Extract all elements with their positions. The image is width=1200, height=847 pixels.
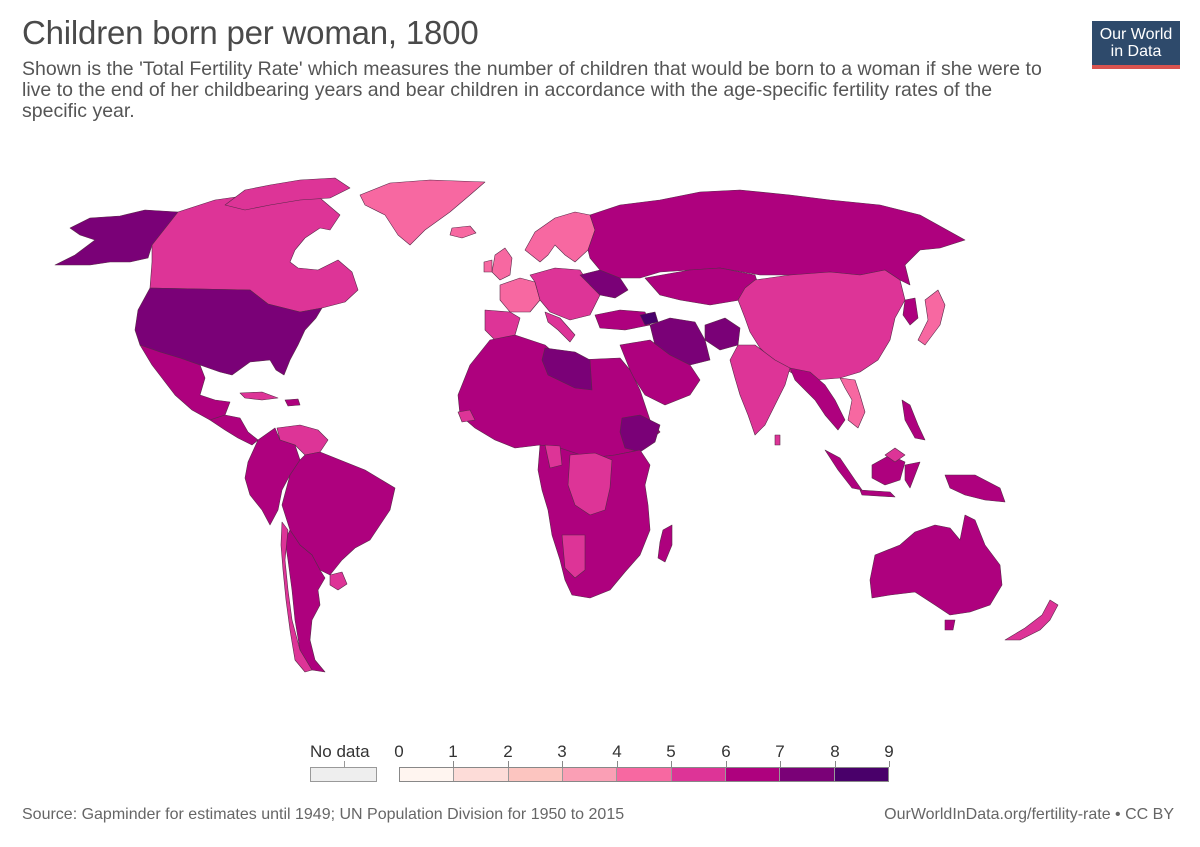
region-iceland[interactable] [449, 225, 477, 239]
owid-logo[interactable]: Our World in Data [1092, 21, 1180, 69]
legend-bin-8-9[interactable] [834, 768, 888, 781]
region-scandinavia[interactable] [524, 211, 596, 263]
region-sulawesi[interactable] [904, 461, 921, 489]
region-dr-congo[interactable] [567, 452, 613, 516]
tick-label-2: 2 [503, 742, 513, 761]
region-russia[interactable] [587, 189, 966, 286]
region-java[interactable] [859, 489, 896, 498]
chart-subtitle: Shown is the 'Total Fertility Rate' whic… [22, 58, 1042, 122]
region-vietnam[interactable] [839, 377, 866, 429]
tick-label-3: 3 [557, 742, 567, 761]
region-hispaniola[interactable] [284, 398, 301, 407]
region-uk[interactable] [491, 247, 513, 281]
region-libya[interactable] [541, 347, 593, 391]
region-southeast-asia[interactable] [789, 367, 846, 431]
region-france[interactable] [499, 277, 541, 313]
tick-mark [889, 761, 890, 767]
region-italy[interactable] [544, 311, 576, 343]
tick-mark [780, 761, 781, 767]
region-china[interactable] [737, 269, 906, 381]
tick-mark [508, 761, 509, 767]
tick-label-8: 8 [830, 742, 840, 761]
region-ireland[interactable] [483, 259, 493, 273]
logo-line-2: in Data [1110, 43, 1162, 60]
tick-label-0: 0 [394, 742, 404, 761]
region-turkey[interactable] [594, 309, 651, 331]
legend-bin-1-2[interactable] [454, 768, 509, 781]
region-tasmania[interactable] [944, 619, 956, 631]
legend-bin-5-6[interactable] [671, 768, 726, 781]
source-note: Source: Gapminder for estimates until 19… [22, 806, 625, 823]
no-data-tick [344, 761, 345, 767]
tick-mark [617, 761, 618, 767]
tick-label-4: 4 [612, 742, 622, 761]
color-scale [399, 767, 889, 782]
region-argentina[interactable] [284, 529, 326, 673]
region-borneo[interactable] [871, 454, 906, 486]
region-sri-lanka[interactable] [774, 434, 781, 446]
tick-mark [726, 761, 727, 767]
region-namibia[interactable] [561, 534, 586, 579]
region-alaska[interactable] [54, 209, 179, 266]
color-legend: No data 0 1 2 3 4 5 6 7 8 9 [300, 738, 900, 788]
region-korea[interactable] [902, 297, 919, 326]
region-australia[interactable] [869, 514, 1003, 616]
region-greenland[interactable] [359, 179, 486, 246]
region-central-america[interactable] [209, 414, 259, 446]
tick-label-7: 7 [775, 742, 785, 761]
logo-line-1: Our World [1099, 26, 1173, 43]
region-chile[interactable] [280, 521, 313, 673]
region-philippines[interactable] [901, 399, 926, 441]
world-map [54, 177, 1059, 673]
region-india[interactable] [729, 344, 791, 436]
tick-label-1: 1 [448, 742, 458, 761]
license-link[interactable]: OurWorldInData.org/fertility-rate • CC B… [884, 806, 1174, 823]
region-madagascar[interactable] [657, 524, 673, 563]
region-uruguay[interactable] [329, 571, 348, 591]
tick-mark [835, 761, 836, 767]
region-cameroon[interactable] [544, 444, 563, 469]
legend-bin-4-5[interactable] [617, 768, 672, 781]
region-arabia[interactable] [619, 339, 701, 406]
tick-mark [562, 761, 563, 767]
region-japan[interactable] [917, 289, 946, 346]
region-mexico[interactable] [139, 344, 231, 421]
legend-bin-7-8[interactable] [780, 768, 835, 781]
region-senegal[interactable] [457, 409, 476, 423]
tick-label-9: 9 [884, 742, 894, 761]
region-canada-arctic[interactable] [224, 177, 351, 211]
no-data-label: No data [310, 742, 370, 761]
region-colombia-peru[interactable] [244, 427, 301, 526]
region-afghanistan[interactable] [704, 317, 741, 351]
region-cuba[interactable] [239, 391, 279, 401]
legend-bin-6-7[interactable] [725, 768, 781, 781]
tick-mark [453, 761, 454, 767]
chart-title: Children born per woman, 1800 [22, 14, 479, 51]
region-sumatra[interactable] [824, 449, 863, 491]
region-ethiopia[interactable] [619, 414, 661, 453]
no-data-swatch[interactable] [310, 767, 377, 782]
tick-label-5: 5 [666, 742, 676, 761]
legend-bin-2-3[interactable] [508, 768, 563, 781]
region-new-zealand[interactable] [1004, 599, 1059, 641]
tick-mark [671, 761, 672, 767]
region-central-europe[interactable] [529, 267, 601, 321]
legend-bin-0-1[interactable] [400, 768, 455, 781]
region-malaysia-borneo[interactable] [884, 447, 906, 463]
tick-label-6: 6 [721, 742, 731, 761]
region-papua[interactable] [944, 474, 1006, 503]
legend-bin-3-4[interactable] [562, 768, 618, 781]
